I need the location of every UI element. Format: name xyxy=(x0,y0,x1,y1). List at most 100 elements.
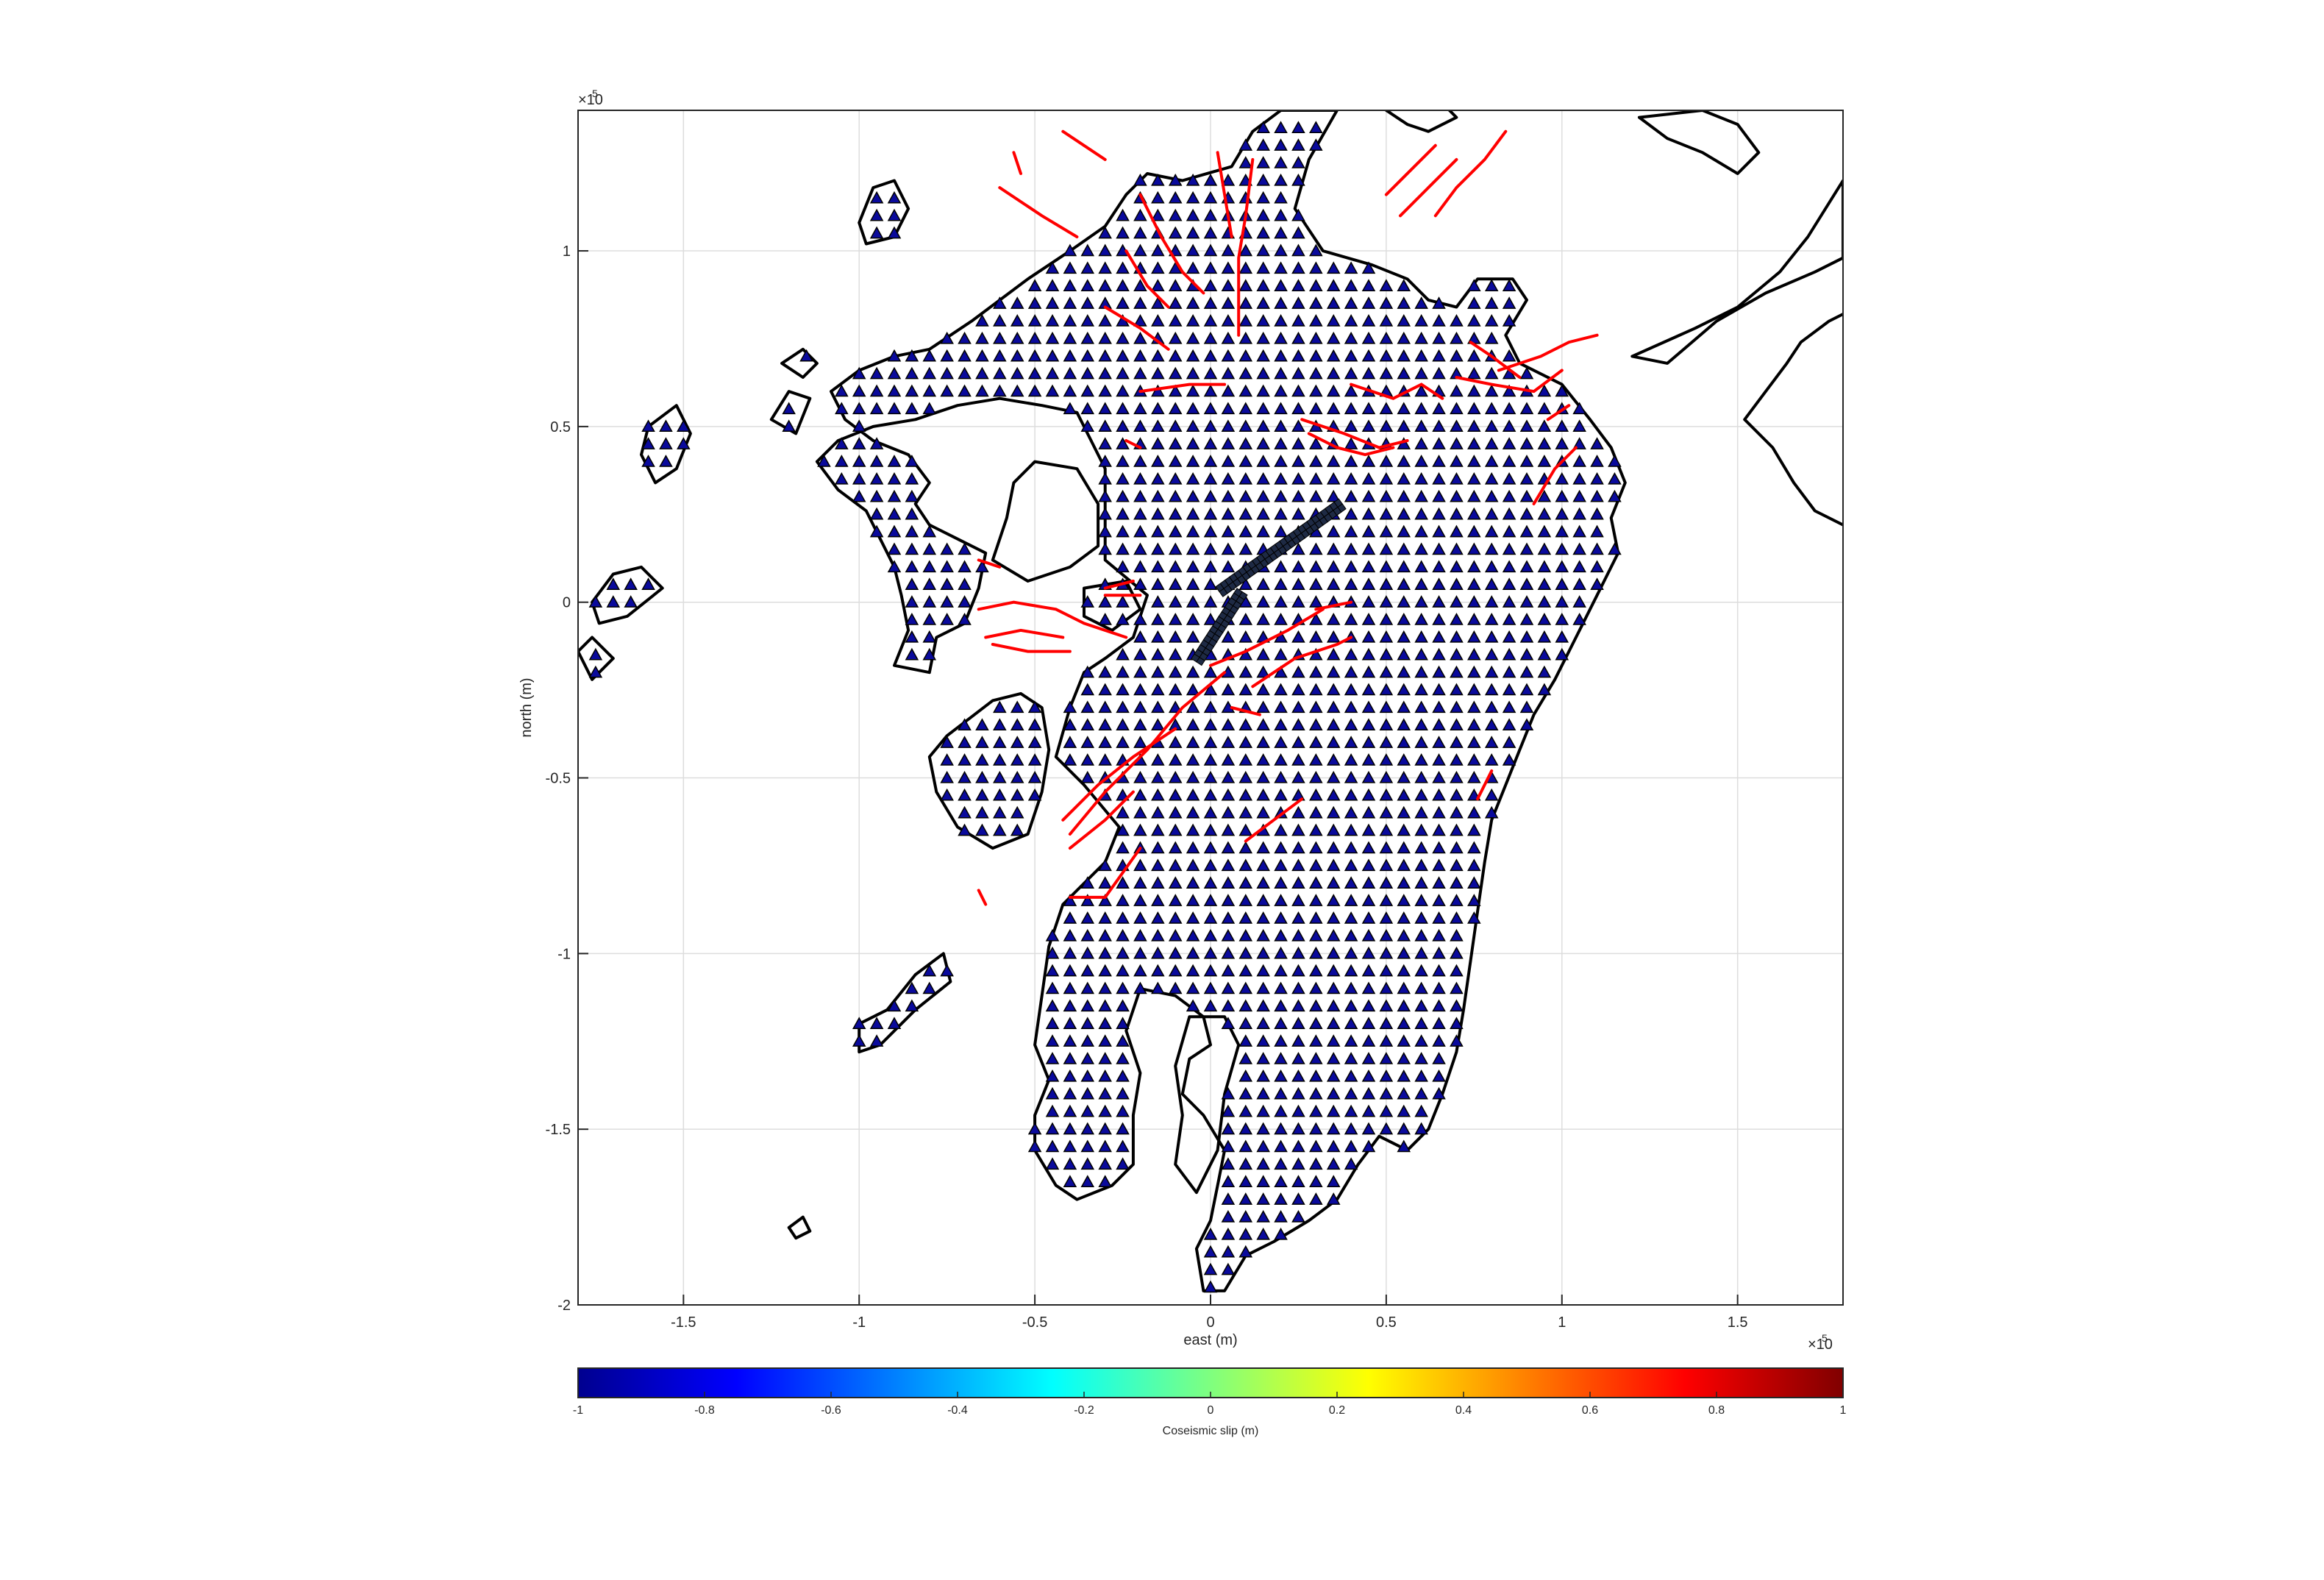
station-marker xyxy=(1238,524,1253,538)
station-marker xyxy=(1116,683,1130,696)
station-marker xyxy=(1256,683,1270,696)
station-marker xyxy=(1221,999,1236,1012)
station-marker xyxy=(1502,455,1516,467)
station-marker xyxy=(1133,507,1147,520)
station-marker xyxy=(1274,665,1288,678)
station-marker xyxy=(835,471,849,485)
colorbar: -1 -0.8 -0.6 -0.4 -0.2 0 0.2 0.4 0.6 0.8 1 Coseism… xyxy=(573,1367,1847,1437)
station-marker xyxy=(1274,964,1288,977)
station-marker xyxy=(1080,876,1095,889)
station-marker xyxy=(1274,595,1288,608)
station-marker xyxy=(1519,560,1534,573)
station-marker xyxy=(1010,753,1024,766)
station-marker xyxy=(1379,630,1394,643)
station-marker xyxy=(1221,981,1236,994)
station-marker xyxy=(1484,542,1499,555)
station-marker xyxy=(1502,613,1516,625)
station-marker xyxy=(1151,928,1165,942)
station-marker xyxy=(1309,577,1323,590)
station-marker xyxy=(1379,788,1394,801)
station-marker xyxy=(1361,349,1376,362)
station-marker xyxy=(1502,471,1516,485)
station-marker xyxy=(1361,560,1376,573)
station-marker xyxy=(1098,911,1112,924)
station-marker xyxy=(1537,384,1552,397)
station-marker xyxy=(1045,946,1060,959)
station-marker xyxy=(1274,613,1288,625)
station-marker xyxy=(1256,1104,1270,1117)
station-marker xyxy=(975,331,989,344)
station-marker xyxy=(1256,577,1270,590)
station-marker xyxy=(1063,349,1077,362)
station-marker xyxy=(1414,964,1428,977)
station-marker xyxy=(1256,261,1270,274)
station-marker xyxy=(1502,279,1516,291)
station-marker xyxy=(887,366,902,380)
station-marker xyxy=(1397,349,1411,362)
station-marker xyxy=(1186,402,1200,415)
station-marker xyxy=(1151,981,1165,994)
station-marker xyxy=(1116,542,1130,555)
station-marker xyxy=(1274,173,1288,186)
station-marker xyxy=(588,665,603,678)
x-tick-label: 1.5 xyxy=(1728,1314,1748,1331)
station-marker xyxy=(1432,1052,1446,1064)
station-marker xyxy=(1203,700,1218,714)
station-marker xyxy=(1238,577,1253,590)
station-marker xyxy=(1572,402,1586,415)
station-marker xyxy=(1379,595,1394,608)
station-marker xyxy=(1397,524,1411,538)
station-marker xyxy=(1116,1122,1130,1135)
station-marker xyxy=(1133,314,1147,327)
station-marker xyxy=(1274,876,1288,889)
station-marker xyxy=(1133,718,1147,731)
station-marker xyxy=(1450,946,1464,959)
station-marker xyxy=(1238,1245,1253,1258)
station-marker xyxy=(1098,1157,1112,1170)
station-marker xyxy=(1274,1104,1288,1117)
station-marker xyxy=(1151,858,1165,872)
station-marker xyxy=(1344,613,1358,625)
station-marker xyxy=(1045,1052,1060,1064)
station-marker xyxy=(1432,981,1446,994)
station-marker xyxy=(1484,683,1499,696)
station-marker xyxy=(1116,1017,1130,1030)
station-marker xyxy=(1414,296,1428,309)
station-marker xyxy=(1484,314,1499,327)
station-marker xyxy=(1291,718,1305,731)
station-marker xyxy=(1063,981,1077,994)
station-marker xyxy=(1238,1052,1253,1064)
station-marker xyxy=(1098,981,1112,994)
station-marker xyxy=(1133,700,1147,714)
station-marker xyxy=(1203,841,1218,854)
fault-trace xyxy=(1433,129,1508,218)
station-marker xyxy=(1309,1139,1323,1153)
station-marker xyxy=(993,770,1007,783)
station-marker xyxy=(1519,419,1534,433)
station-marker xyxy=(922,402,937,415)
station-marker xyxy=(1519,437,1534,449)
station-marker xyxy=(1098,471,1112,485)
station-marker xyxy=(1168,507,1183,520)
station-marker xyxy=(1379,1086,1394,1100)
station-marker xyxy=(1361,296,1376,309)
coastline-island xyxy=(780,347,819,379)
station-marker xyxy=(1063,1139,1077,1153)
station-marker xyxy=(1045,999,1060,1012)
station-marker xyxy=(1274,402,1288,415)
station-marker xyxy=(1291,823,1305,836)
station-marker xyxy=(1186,191,1200,204)
station-marker xyxy=(1098,964,1112,977)
station-marker xyxy=(1186,630,1200,643)
station-marker xyxy=(1221,542,1236,555)
station-marker xyxy=(624,595,638,608)
station-marker xyxy=(1379,560,1394,573)
station-marker xyxy=(1309,261,1323,274)
station-marker xyxy=(1519,402,1534,415)
station-marker xyxy=(1098,1139,1112,1153)
station-marker xyxy=(1168,770,1183,783)
station-marker xyxy=(1116,946,1130,959)
coastline-island xyxy=(858,179,910,246)
station-marker xyxy=(641,455,655,467)
station-marker xyxy=(1116,613,1130,625)
